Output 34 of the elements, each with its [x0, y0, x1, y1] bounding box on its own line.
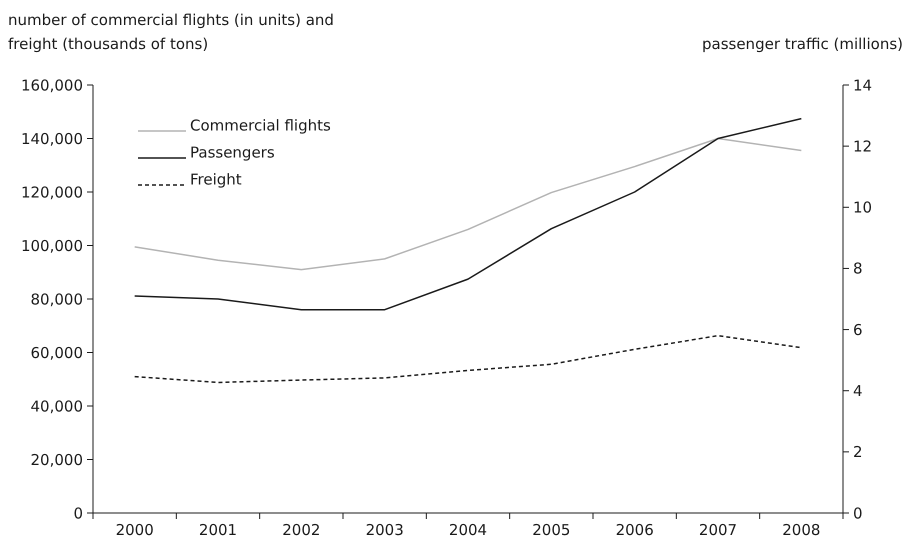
line-series [134, 118, 802, 310]
y-tick-label: 60,000 [30, 344, 83, 362]
y-tick-label: 40,000 [30, 397, 83, 416]
x-tick-label: 2003 [366, 521, 404, 539]
line-series [134, 138, 802, 270]
y2-tick-label: 0 [853, 504, 863, 522]
line-series [134, 334, 802, 384]
y2-tick-label: 8 [853, 260, 863, 278]
y-tick-label: 80,000 [30, 290, 83, 308]
y2-tick-label: 14 [853, 76, 872, 94]
y2-tick-label: 10 [853, 198, 872, 217]
y2-tick-label: 6 [853, 320, 863, 339]
legend-label: Commercial flights [190, 116, 332, 134]
legend-label: Passengers [190, 143, 275, 162]
legend-label: Freight [190, 170, 242, 188]
y-tick-label: 120,000 [20, 183, 83, 202]
y-tick-label: 20,000 [30, 450, 83, 469]
x-tick-label: 2000 [116, 521, 154, 539]
y2-tick-label: 12 [853, 137, 872, 156]
y-tick-label: 0 [73, 504, 83, 522]
x-tick-label: 2007 [698, 521, 738, 539]
y-tick-label: 140,000 [20, 130, 83, 148]
y-tick-label: 100,000 [20, 236, 83, 255]
y-axis-title: number of commercial flights (in units) and freight (thousands of tons) [8, 11, 334, 53]
y2-tick-label: 4 [853, 382, 863, 400]
x-tick-label: 2006 [616, 521, 654, 539]
x-tick-label: 2008 [782, 521, 820, 539]
x-tick-label: 2004 [448, 521, 488, 539]
y-tick-label: 160,000 [20, 76, 83, 94]
x-tick-label: 2005 [532, 521, 570, 539]
x-tick-label: 2002 [282, 521, 320, 539]
y2-axis-title: passenger traffic (millions) [702, 35, 903, 53]
x-tick-label: 2001 [198, 521, 238, 539]
y2-tick-label: 2 [853, 443, 863, 462]
